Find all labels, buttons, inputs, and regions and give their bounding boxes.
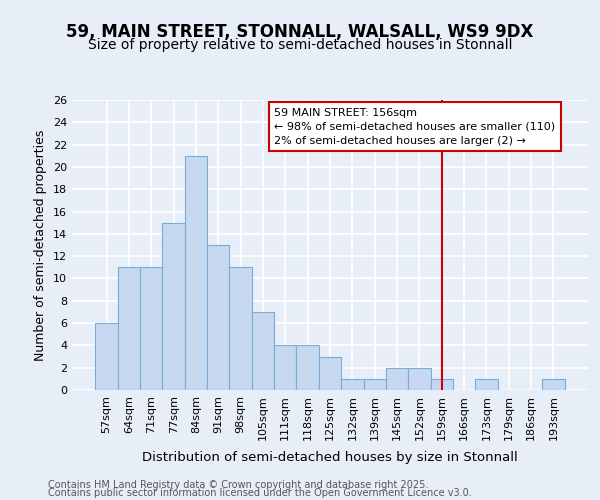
Bar [319, 356, 341, 390]
Bar [140, 268, 163, 390]
Text: 59, MAIN STREET, STONNALL, WALSALL, WS9 9DX: 59, MAIN STREET, STONNALL, WALSALL, WS9 … [67, 22, 533, 40]
Bar [386, 368, 408, 390]
Bar [229, 268, 252, 390]
Text: Contains public sector information licensed under the Open Government Licence v3: Contains public sector information licen… [48, 488, 472, 498]
Bar [364, 379, 386, 390]
Bar [252, 312, 274, 390]
Bar [475, 379, 497, 390]
Y-axis label: Number of semi-detached properties: Number of semi-detached properties [34, 130, 47, 360]
Bar [408, 368, 431, 390]
Text: Contains HM Land Registry data © Crown copyright and database right 2025.: Contains HM Land Registry data © Crown c… [48, 480, 428, 490]
Bar [431, 379, 453, 390]
Bar [296, 346, 319, 390]
Text: 59 MAIN STREET: 156sqm
← 98% of semi-detached houses are smaller (110)
2% of sem: 59 MAIN STREET: 156sqm ← 98% of semi-det… [274, 108, 555, 146]
Bar [118, 268, 140, 390]
Bar [207, 245, 229, 390]
Bar [341, 379, 364, 390]
Bar [163, 222, 185, 390]
Bar [185, 156, 207, 390]
Bar [274, 346, 296, 390]
X-axis label: Distribution of semi-detached houses by size in Stonnall: Distribution of semi-detached houses by … [142, 451, 518, 464]
Text: Size of property relative to semi-detached houses in Stonnall: Size of property relative to semi-detach… [88, 38, 512, 52]
Bar [542, 379, 565, 390]
Bar [95, 323, 118, 390]
